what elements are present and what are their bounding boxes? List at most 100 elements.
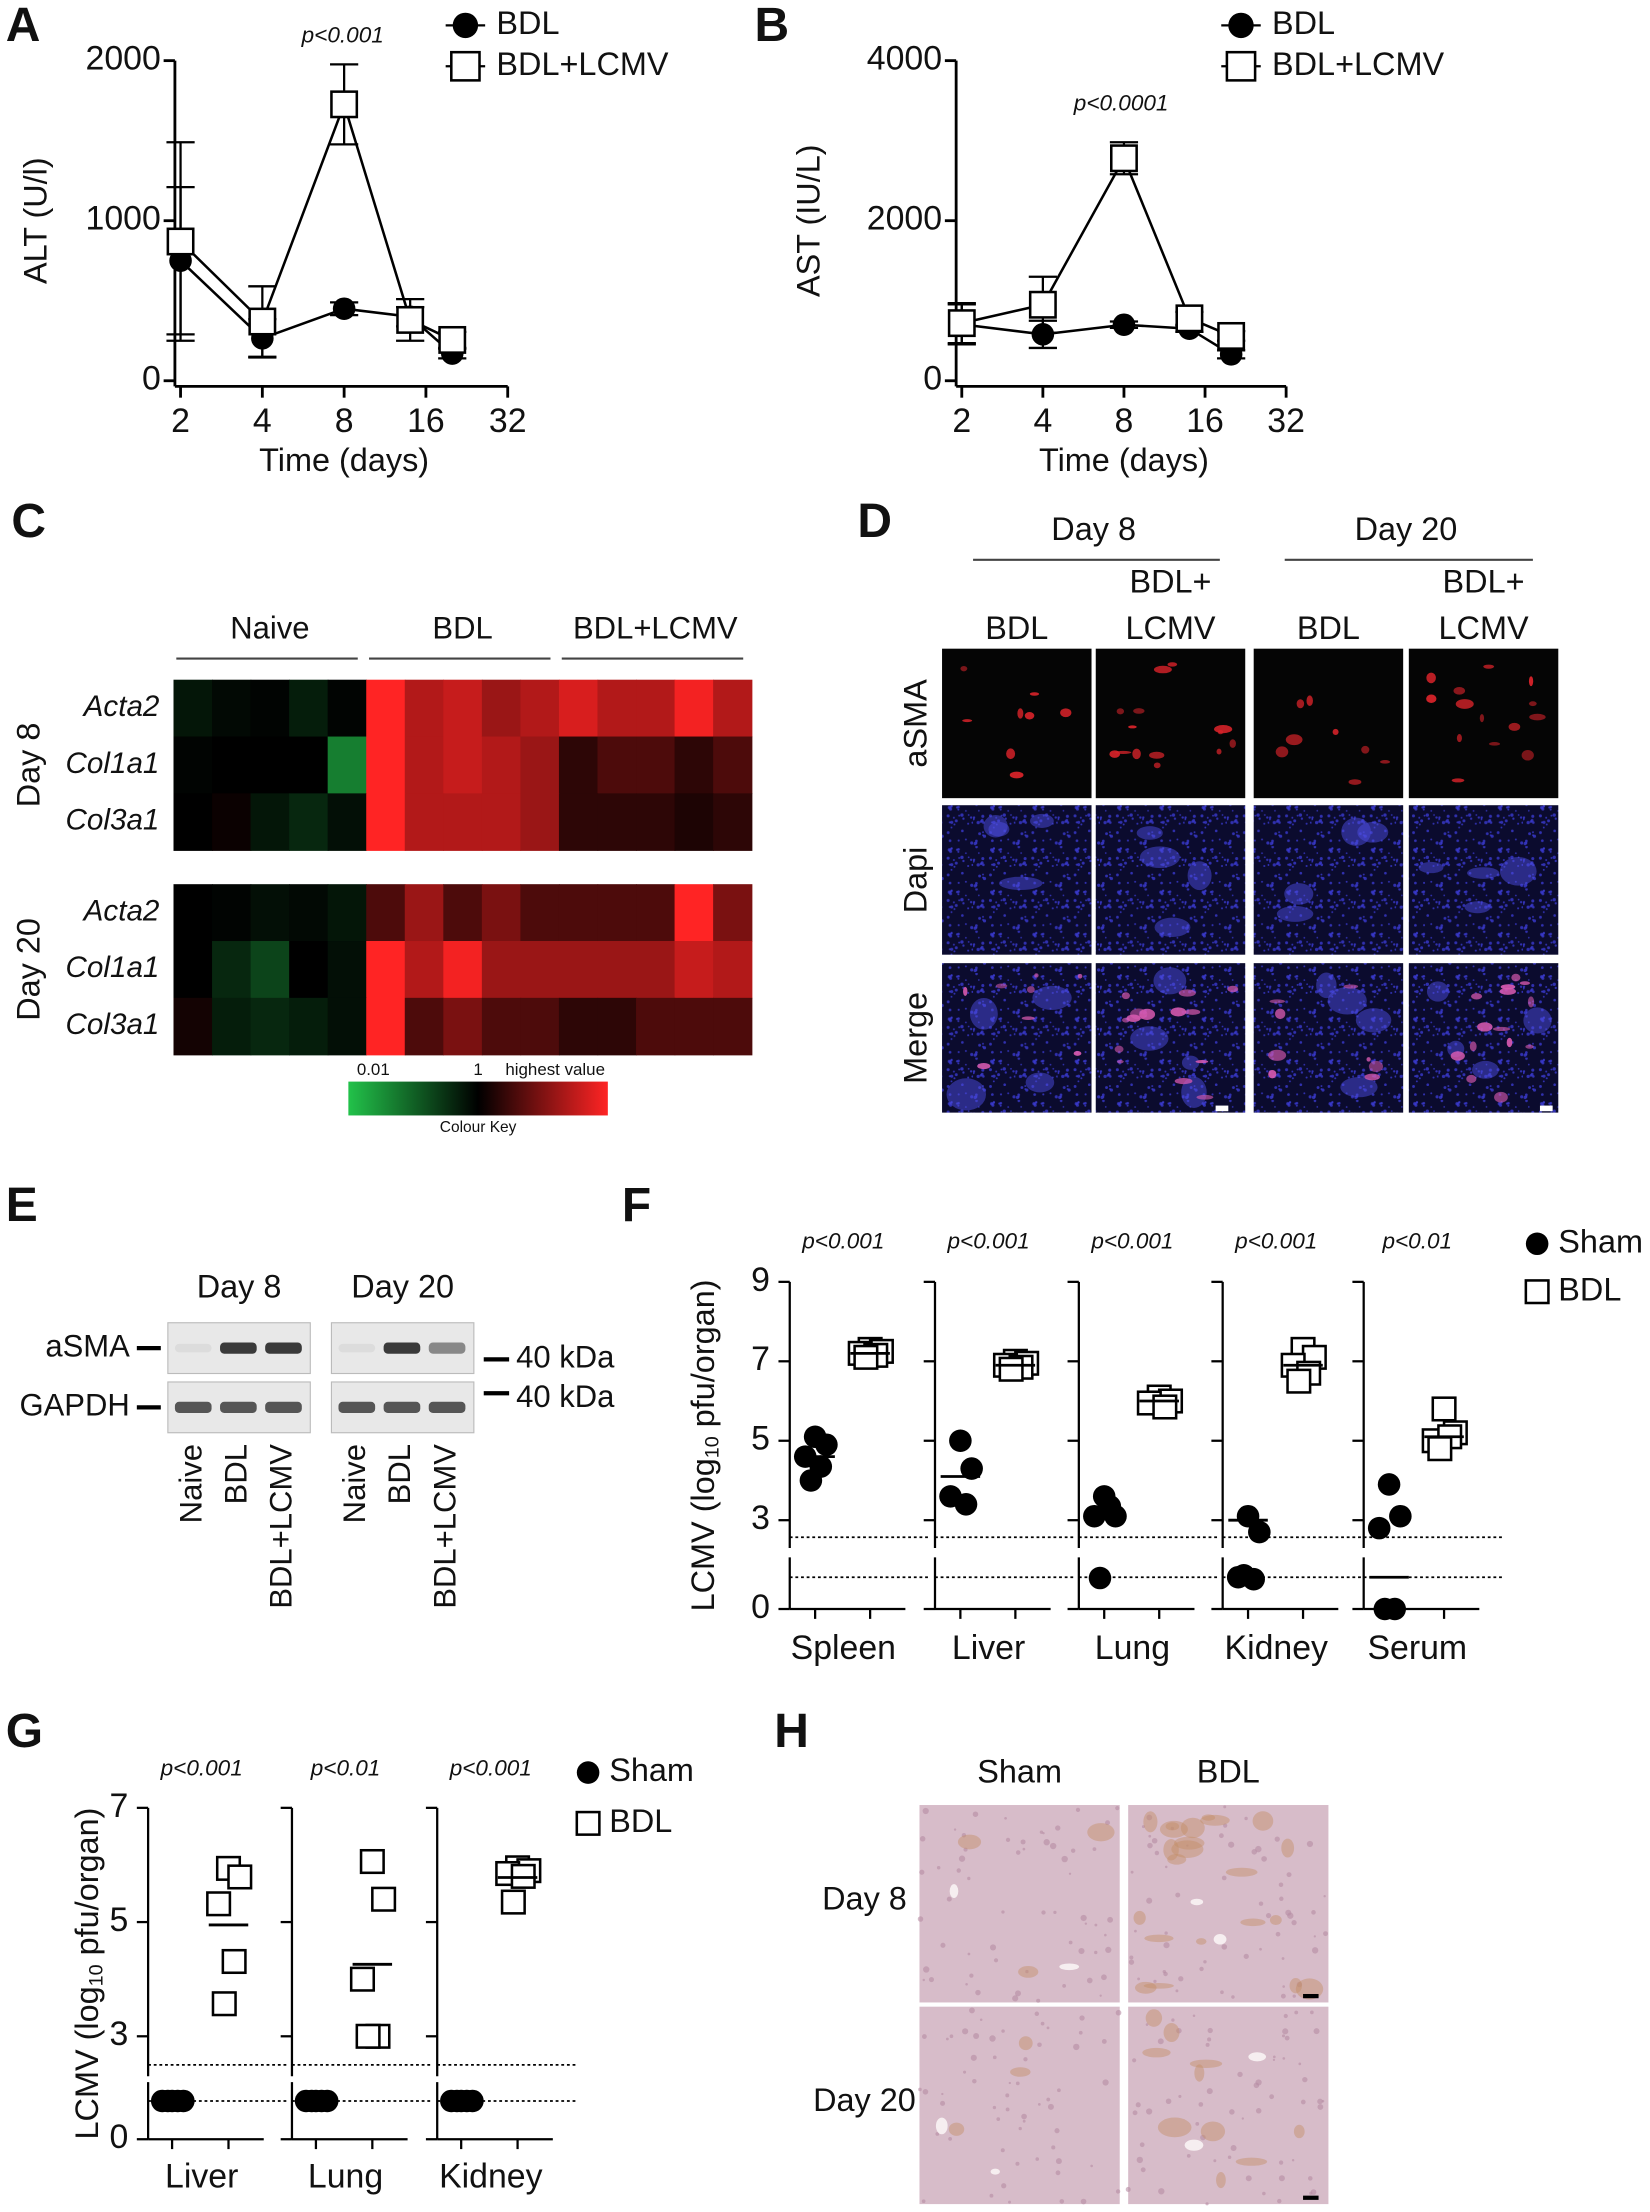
asma-signal — [1153, 762, 1161, 769]
band — [428, 1401, 466, 1413]
tissue-speck — [1157, 2038, 1164, 2045]
tissue-speck — [1163, 1971, 1168, 1977]
key-title: Colour Key — [440, 1119, 517, 1136]
tissue-speck — [1104, 1933, 1107, 1937]
heat-cell — [173, 679, 213, 738]
heat-cell — [289, 793, 329, 851]
nuclei-cluster — [1153, 967, 1187, 995]
point — [359, 1848, 385, 1875]
nuclei-cluster — [1355, 1008, 1392, 1033]
tissue-speck — [1080, 1914, 1087, 1922]
tissue-speck — [1255, 1845, 1262, 1853]
nuclei-cluster — [1284, 883, 1314, 905]
nuclei-cluster — [1139, 846, 1180, 869]
tissue-speck — [1269, 2094, 1275, 2100]
stain — [1143, 1811, 1158, 1833]
stain — [1143, 1982, 1174, 1989]
key-tick-label: 0.01 — [357, 1060, 390, 1079]
heat-cell — [404, 997, 445, 1056]
point — [371, 1886, 397, 1912]
tissue-speck — [1192, 2014, 1196, 2018]
nuclei-cluster — [1029, 813, 1054, 828]
tissue-speck — [1218, 1833, 1224, 1839]
tissue-speck — [1135, 2102, 1141, 2108]
y-tick-label: 2000 — [867, 200, 942, 238]
tissue-speck — [1231, 1995, 1235, 1999]
heat-cell — [327, 793, 367, 851]
point — [1028, 290, 1057, 319]
asma-signal — [977, 1063, 991, 1070]
y-axis-title: AST (IU/L) — [790, 144, 826, 297]
tissue-speck — [1272, 2055, 1276, 2059]
tissue-speck — [1153, 1979, 1157, 1983]
tissue-speck — [936, 1866, 941, 1870]
tissue-speck — [1265, 1912, 1272, 1919]
heat-cell — [404, 679, 445, 738]
heat-cell — [327, 884, 367, 942]
annotation: p<0.001 — [801, 1228, 884, 1253]
tissue-speck — [1005, 2093, 1010, 2098]
tissue-speck — [1129, 1955, 1134, 1960]
heat-cell — [250, 997, 290, 1056]
point — [799, 1469, 823, 1492]
stain — [1087, 1823, 1115, 1842]
tissue-speck — [919, 1836, 926, 1842]
point — [1088, 1566, 1112, 1590]
tissue-speck — [967, 1952, 971, 1956]
heat-cell — [250, 736, 290, 795]
stain — [1171, 1840, 1204, 1858]
point — [355, 2023, 381, 2049]
heat-cell — [289, 884, 329, 942]
nuclei-cluster — [1181, 1055, 1200, 1070]
nuclei-cluster — [988, 821, 1010, 837]
asma-signal — [1450, 1051, 1465, 1061]
nuclei-cluster — [1499, 857, 1537, 886]
stain — [1200, 1814, 1230, 1826]
point — [206, 1891, 232, 1917]
tissue-speck — [1022, 1847, 1026, 1851]
heat-cell — [212, 793, 252, 851]
tissue-speck — [1005, 2107, 1010, 2112]
tissue-speck — [1130, 1870, 1134, 1874]
heat-cell — [558, 884, 599, 942]
y-tick-label: 3 — [110, 2015, 129, 2053]
tissue-speck — [921, 2199, 926, 2204]
blot-day: Day 8 — [197, 1268, 282, 1304]
heat-cell — [366, 884, 406, 942]
point — [221, 1948, 247, 1975]
asma-signal — [1488, 742, 1501, 746]
tissue-speck — [1015, 2081, 1020, 2086]
point — [227, 1864, 253, 1890]
x-tick-label: 8 — [1115, 402, 1134, 440]
tissue-speck — [1259, 1947, 1262, 1951]
asma-signal — [1133, 708, 1145, 714]
tissue-speck — [1105, 1820, 1110, 1826]
tissue-speck — [1279, 1896, 1284, 1901]
y-axis-title-part: pfu/organ) — [68, 1808, 104, 1965]
tissue-speck — [1285, 1909, 1292, 1916]
heat-cell — [481, 997, 522, 1056]
tissue-speck — [1261, 1856, 1267, 1862]
tissue-speck — [1000, 2148, 1005, 2153]
size-label: 40 kDa — [516, 1340, 615, 1375]
x-axis-title: Time (days) — [1039, 442, 1209, 478]
nuclei-cluster — [1466, 867, 1500, 879]
tissue-speck — [972, 2078, 977, 2084]
asma-signal — [1115, 750, 1132, 754]
tissue-speck — [1291, 2159, 1295, 2162]
asma-signal — [1368, 1060, 1384, 1073]
tissue-speck — [1154, 1850, 1160, 1856]
legend-label: Sham — [609, 1752, 694, 1788]
tissue-speck — [1205, 2202, 1209, 2206]
heat-cell — [713, 679, 753, 738]
point — [1367, 1516, 1391, 1540]
tissue-speck — [1041, 1910, 1046, 1915]
annotation: p<0.01 — [310, 1756, 381, 1781]
stain — [1195, 1938, 1207, 1945]
y-tick-label: 4000 — [867, 40, 942, 78]
tissue-speck — [1237, 2071, 1243, 2078]
point — [1373, 1597, 1397, 1621]
lane-label: BDL+LCMV — [264, 1444, 299, 1609]
tissue-speck — [1282, 1985, 1285, 1988]
y-tick-label: 5 — [751, 1420, 770, 1458]
